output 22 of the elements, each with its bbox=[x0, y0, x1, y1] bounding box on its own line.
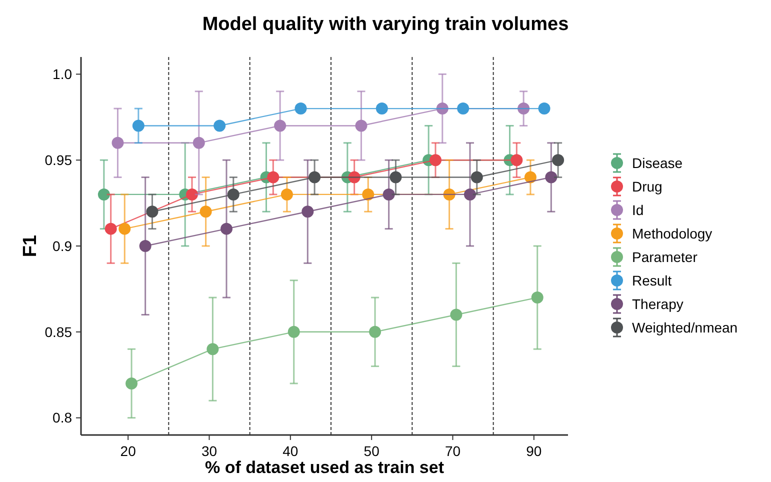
legend-label: Drug bbox=[632, 178, 662, 194]
x-tick-label: 30 bbox=[201, 443, 218, 459]
x-axis-title: % of dataset used as train set bbox=[204, 458, 444, 477]
x-tick-label: 90 bbox=[526, 443, 542, 459]
legend-label: Therapy bbox=[632, 296, 684, 312]
y-tick-label: 0.95 bbox=[44, 152, 72, 168]
y-tick-label: 0.8 bbox=[52, 410, 72, 426]
chart-title: Model quality with varying train volumes bbox=[202, 14, 569, 35]
legend-label: Disease bbox=[632, 154, 683, 171]
legend-label: Weighted/nmean bbox=[632, 319, 738, 336]
legend-label: Parameter bbox=[632, 248, 698, 265]
x-tick-label: 40 bbox=[282, 443, 298, 459]
legend-label: Result bbox=[632, 272, 672, 288]
y-tick-label: 0.85 bbox=[44, 324, 72, 340]
x-tick-label: 20 bbox=[120, 443, 136, 459]
legend-label: Methodology bbox=[632, 225, 712, 242]
x-tick-label: 50 bbox=[364, 443, 380, 459]
x-tick-label: 70 bbox=[444, 443, 461, 459]
legend-label: Id bbox=[632, 202, 644, 218]
y-tick-label: 0.9 bbox=[52, 238, 72, 254]
y-axis-title: F1 bbox=[20, 234, 41, 258]
y-tick-label: 1.0 bbox=[52, 66, 72, 82]
